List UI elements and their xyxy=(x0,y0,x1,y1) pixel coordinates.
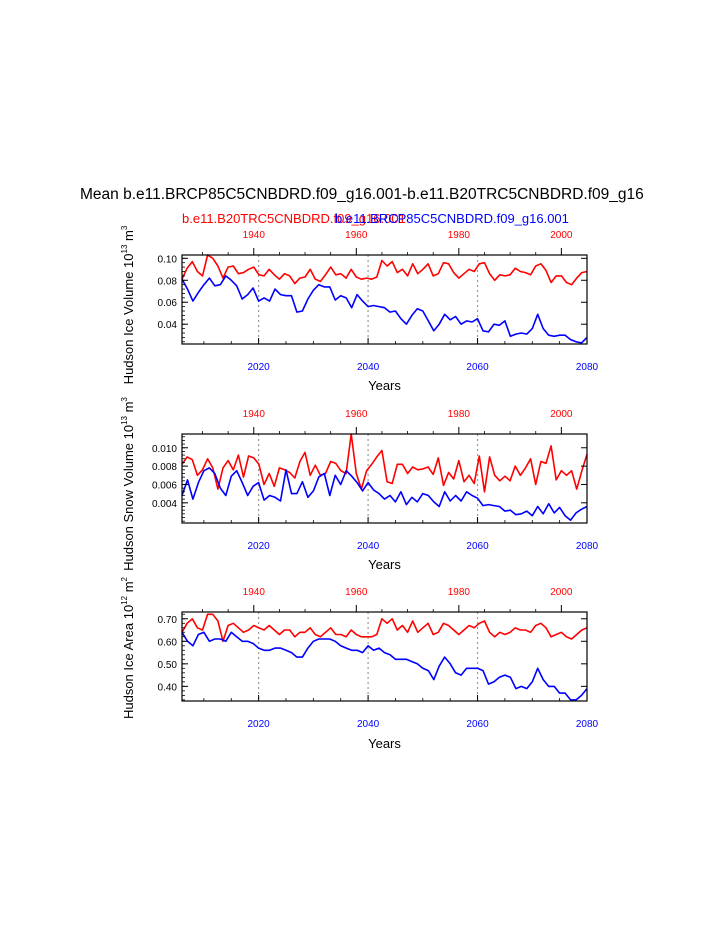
top-x-tick-label: 2000 xyxy=(550,409,573,420)
y-axis-label-part: m xyxy=(121,402,136,416)
x-tick-label: 2040 xyxy=(357,719,380,730)
x-tick-label: 2040 xyxy=(357,541,380,552)
top-x-tick-label: 1960 xyxy=(345,230,368,241)
top-x-tick-label: 2000 xyxy=(550,587,573,598)
y-tick-label: 0.60 xyxy=(158,637,178,648)
x-tick-label: 2060 xyxy=(466,541,489,552)
y-axis-label-superscript: 2 xyxy=(120,576,129,581)
x-axis-label: Years xyxy=(368,378,401,393)
y-axis-label-superscript: 3 xyxy=(120,225,129,230)
legend-blue-label: b.e11.BRCP85C5CNBDRD.f09_g16.001 xyxy=(335,211,569,226)
panel-ice-area: 0.40 0.50 0.60 0.70 2020 2040 2060 2080 1940 1960… xyxy=(120,576,599,751)
y-axis-label-part: Hudson Ice Volume 10 xyxy=(121,254,136,385)
y-axis-label-part: m xyxy=(121,230,136,244)
y-tick-label: 0.50 xyxy=(158,660,178,671)
y-axis-label-superscript: 3 xyxy=(120,397,129,402)
plot-frame xyxy=(181,254,588,345)
x-tick-label: 2060 xyxy=(466,362,489,373)
y-tick-label: 0.004 xyxy=(152,499,177,510)
top-x-tick-label: 1940 xyxy=(243,230,266,241)
y-tick-label: 0.008 xyxy=(152,462,177,473)
x-tick-label: 2060 xyxy=(466,719,489,730)
y-axis-label: Hudson Ice Volume 1013 m3 xyxy=(120,225,136,384)
y-tick-label: 0.04 xyxy=(158,320,178,331)
x-tick-label: 2080 xyxy=(576,362,599,373)
series-line-rcp85 xyxy=(181,631,588,701)
y-axis-label: Hudson Ice Area 1012 m2 xyxy=(120,576,136,719)
x-tick-label: 2020 xyxy=(247,541,270,552)
top-x-tick-label: 1960 xyxy=(345,409,368,420)
y-axis-label-part: m xyxy=(121,581,136,595)
top-x-tick-label: 2000 xyxy=(550,230,573,241)
y-tick-label: 0.006 xyxy=(152,480,177,491)
figure-title: Mean b.e11.BRCP85C5CNBDRD.f09_g16.001-b.… xyxy=(80,186,674,203)
y-axis-label: Hudson Snow Volume 1013 m3 xyxy=(120,397,136,571)
top-x-tick-label: 1980 xyxy=(448,409,471,420)
x-tick-label: 2020 xyxy=(247,362,270,373)
legend-red-label: b.e11.B20TRC5CNBDRD.f09_g16.001 xyxy=(182,211,406,226)
x-axis-label: Years xyxy=(368,557,401,572)
y-tick-label: 0.40 xyxy=(158,682,178,693)
top-x-tick-label: 1980 xyxy=(448,587,471,598)
y-axis-label-superscript: 13 xyxy=(120,415,129,424)
y-tick-label: 0.10 xyxy=(158,254,178,265)
y-tick-label: 0.70 xyxy=(158,615,178,626)
top-x-tick-label: 1940 xyxy=(243,409,266,420)
x-tick-label: 2020 xyxy=(247,719,270,730)
y-axis-label-superscript: 13 xyxy=(120,244,129,253)
x-axis-label: Years xyxy=(368,736,401,751)
x-tick-label: 2080 xyxy=(576,541,599,552)
x-tick-label: 2080 xyxy=(576,719,599,730)
panel-snow-volume: 0.004 0.006 0.008 0.010 2020 2040 2060 2080 1940… xyxy=(120,397,599,572)
y-tick-label: 0.010 xyxy=(152,444,177,455)
top-x-tick-label: 1940 xyxy=(243,587,266,598)
y-tick-label: 0.08 xyxy=(158,276,178,287)
series-line-rcp85 xyxy=(181,275,588,344)
top-x-tick-label: 1980 xyxy=(448,230,471,241)
panel-ice-volume: 0.04 0.06 0.08 0.10 2020 2040 2060 2080 1940 1960… xyxy=(120,225,599,393)
plot-frame xyxy=(181,611,588,702)
series-line-historical xyxy=(181,613,588,643)
y-axis-label-superscript: 12 xyxy=(120,595,129,604)
series-line-historical xyxy=(181,254,588,286)
x-tick-label: 2040 xyxy=(357,362,380,373)
y-axis-label-part: Hudson Snow Volume 10 xyxy=(121,425,136,571)
top-x-tick-label: 1960 xyxy=(345,587,368,598)
y-tick-label: 0.06 xyxy=(158,298,178,309)
plot-frame xyxy=(181,433,588,524)
series-line-historical xyxy=(181,433,588,493)
y-axis-label-part: Hudson Ice Area 10 xyxy=(121,605,136,719)
series-line-rcp85 xyxy=(181,467,588,522)
